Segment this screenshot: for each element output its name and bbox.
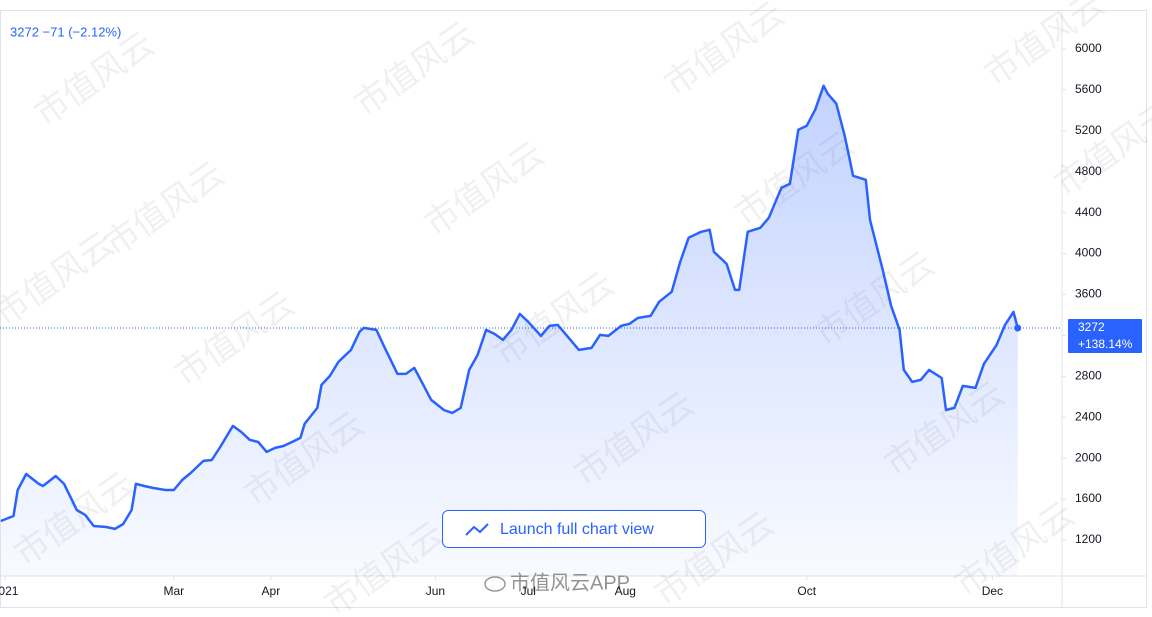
y-tick-label: 6000	[1075, 41, 1102, 55]
y-tick-label: 4400	[1075, 205, 1102, 219]
plot	[0, 84, 1062, 577]
watermark: 市值风云	[168, 285, 301, 394]
last-price-box	[1068, 319, 1142, 354]
y-tick-label: 4000	[1075, 246, 1102, 260]
x-tick-label: Apr	[262, 584, 281, 598]
watermark: 市值风云	[28, 25, 161, 134]
last-price-label: 3272	[1078, 320, 1105, 334]
button-frame[interactable]	[442, 510, 706, 548]
watermark: 市值风云	[0, 225, 121, 334]
app-watermark: 市值风云APP	[484, 571, 630, 594]
last-point	[1014, 324, 1022, 332]
y-tick-label: 1600	[1075, 491, 1102, 505]
watermark: 市值风云	[658, 0, 791, 104]
button-icon	[465, 523, 489, 536]
frame	[0, 10, 1147, 608]
x-tick-label: Oct	[797, 584, 816, 598]
area-fill	[0, 85, 1018, 577]
watermark: 市值风云	[98, 155, 231, 264]
y-tick-label: 2800	[1075, 368, 1102, 382]
watermark: 市值风云	[348, 15, 481, 124]
watermark: 市值风云	[1048, 95, 1152, 204]
app-watermark-text: 市值风云APP	[510, 571, 630, 594]
y-tick-label: 3600	[1075, 287, 1102, 301]
weibo-icon	[484, 576, 506, 592]
x-tick-label: Mar	[163, 584, 184, 598]
button-label[interactable]: Launch full chart view	[500, 521, 654, 538]
x-tick-label: Aug	[615, 584, 636, 598]
watermark: 市值风云	[418, 135, 551, 244]
y-tick-label: 5600	[1075, 82, 1102, 96]
x-tick-label: Jul	[521, 584, 536, 598]
y-tick-label: 2000	[1075, 450, 1102, 464]
price-line	[0, 84, 1019, 531]
x-tick-label: Jun	[426, 584, 445, 598]
x-tick-label: 2021	[0, 584, 19, 598]
y-tick-label: 2400	[1075, 409, 1102, 423]
launch-button[interactable]: Launch full chart view	[442, 510, 706, 548]
y-tick-label: 5200	[1075, 123, 1102, 137]
y-tick-label: 4800	[1075, 164, 1102, 178]
last-change-label: +138.14%	[1078, 337, 1133, 351]
x-tick-label: Dec	[982, 584, 1003, 598]
y-tick-label: 1200	[1075, 532, 1102, 546]
header-quote: 3272 −71 (−2.12%)	[10, 24, 121, 39]
